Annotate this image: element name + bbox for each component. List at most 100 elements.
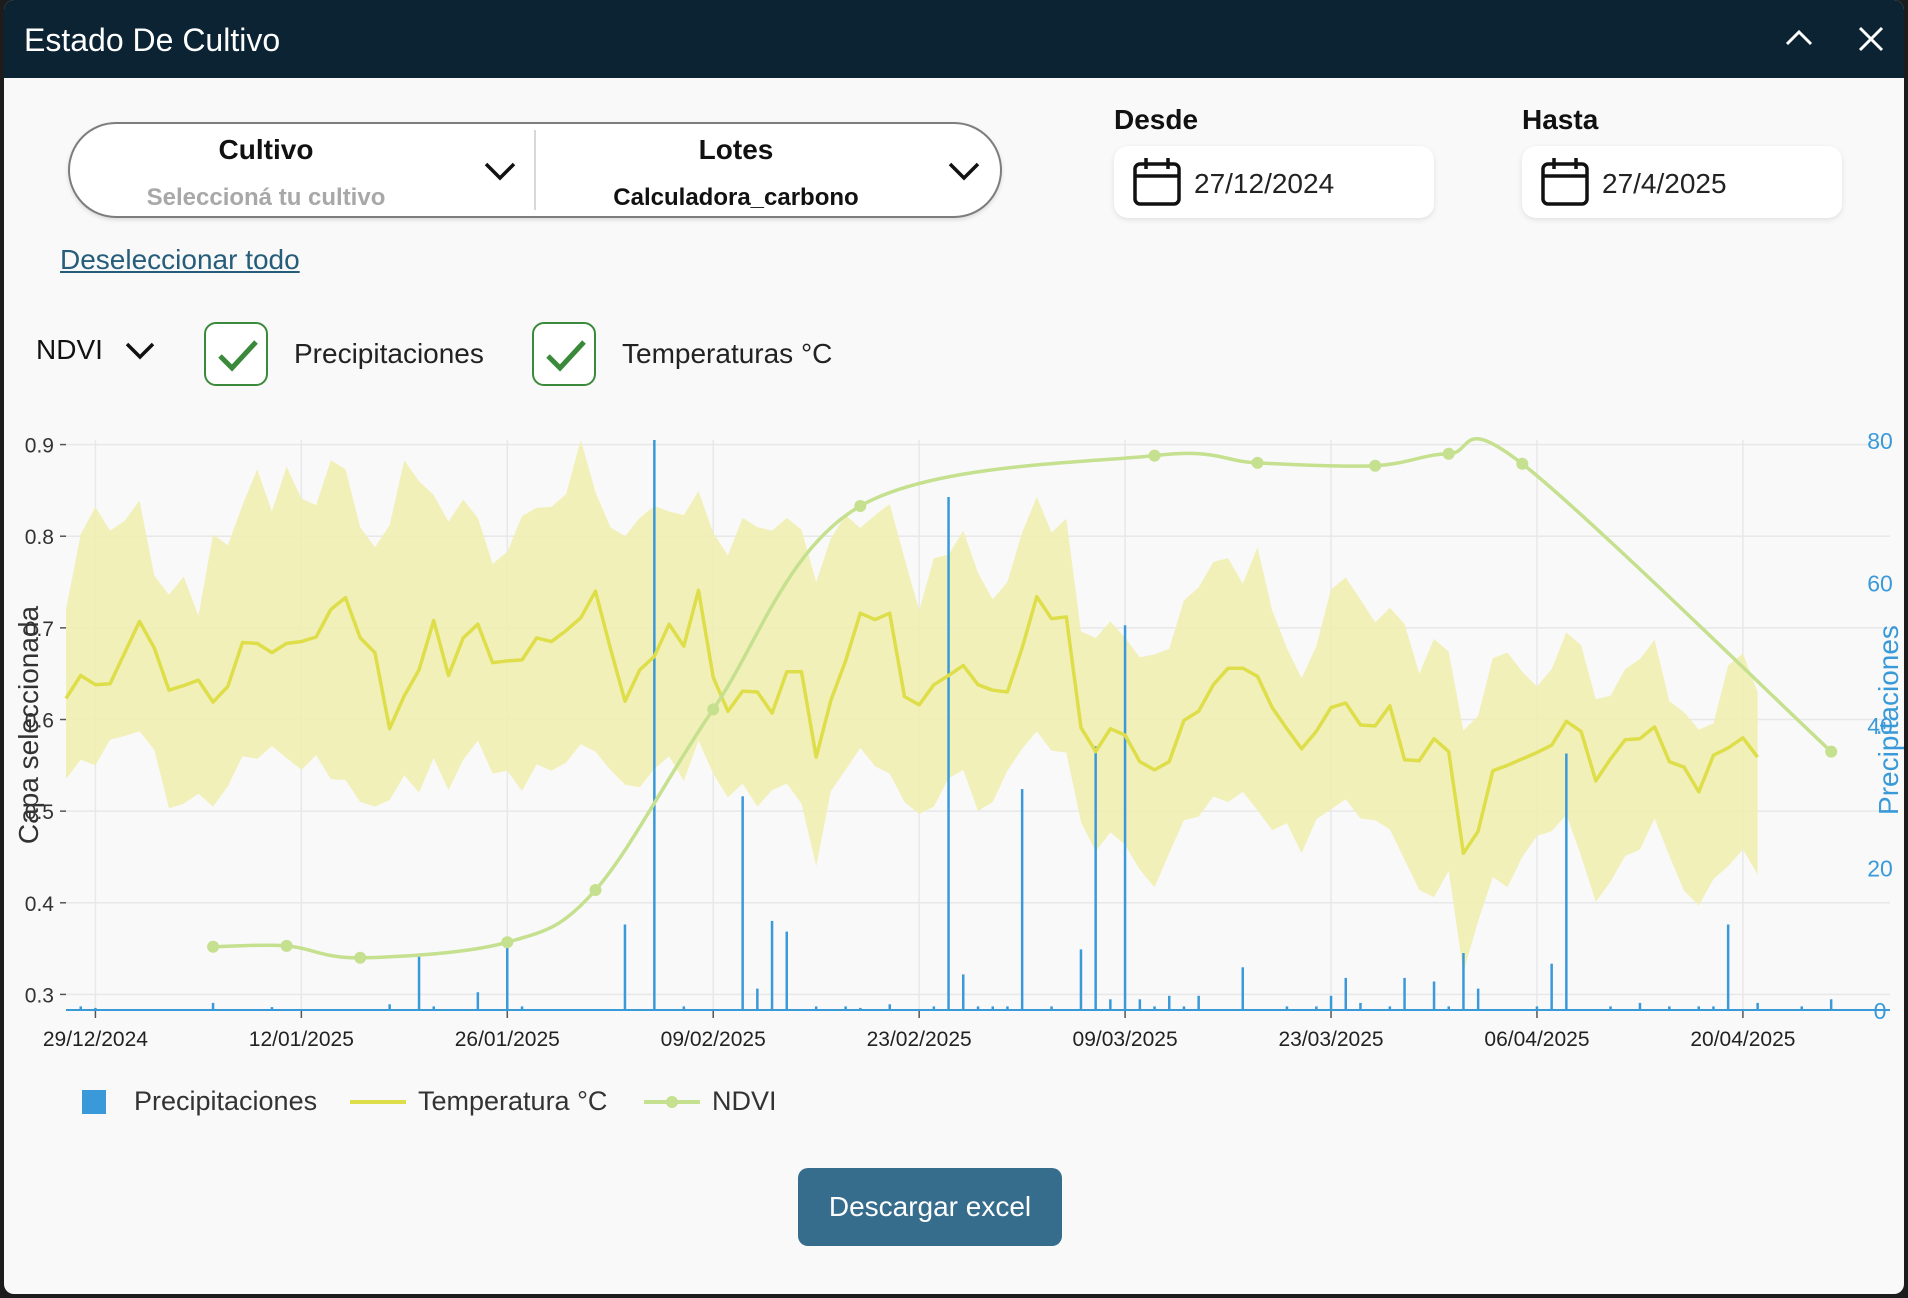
precip-bar xyxy=(1800,1006,1803,1010)
lotes-label: Lotes xyxy=(698,134,774,165)
precip-bar xyxy=(623,924,627,1010)
precip-bar xyxy=(1535,1006,1539,1010)
y-left-axis-title: Capa seleccionada xyxy=(13,605,44,844)
precip-bar xyxy=(1153,1006,1156,1010)
y-left-tick-label: 0.7 xyxy=(25,618,54,641)
precip-bar xyxy=(1388,1006,1392,1010)
precip-bar xyxy=(1168,995,1171,1011)
temp-toggle-label: Temperaturas °C xyxy=(622,338,833,369)
ndvi-point xyxy=(1442,447,1455,460)
ndvi-point xyxy=(1516,457,1529,470)
download-excel-button[interactable]: Descargar excel xyxy=(798,1168,1062,1246)
cultivo-label: Cultivo xyxy=(218,134,314,165)
precip-bar xyxy=(94,1007,97,1010)
precip-bar xyxy=(1359,1002,1362,1010)
precip-bar xyxy=(1829,999,1833,1010)
hasta-label: Hasta xyxy=(1522,104,1599,135)
y-right-tick-label: 40 xyxy=(1867,713,1893,739)
desde-label: Desde xyxy=(1114,104,1199,135)
temperature-range-area xyxy=(66,440,1758,973)
temp-checkbox[interactable] xyxy=(532,322,596,386)
legend-ndvi[interactable]: NDVI xyxy=(712,1086,777,1116)
x-tick-label: 09/02/2025 xyxy=(661,1028,766,1050)
precip-bar xyxy=(1315,1006,1318,1010)
precip-bar xyxy=(770,920,774,1010)
precip-bar xyxy=(814,1006,818,1010)
layer-select[interactable]: NDVI xyxy=(36,334,155,374)
check-icon xyxy=(546,340,586,372)
precip-bar xyxy=(976,1006,980,1010)
desde-date-field[interactable]: 27/12/2024 xyxy=(1114,146,1434,218)
legend-precip[interactable]: Precipitaciones xyxy=(134,1086,318,1116)
precip-bar xyxy=(785,931,788,1010)
precip-bar xyxy=(79,1006,82,1010)
precip-bar xyxy=(1094,746,1097,1010)
precip-bar xyxy=(1609,1006,1612,1010)
y-right-tick-label: 80 xyxy=(1867,430,1893,454)
precip-bar xyxy=(1329,995,1333,1011)
collapse-button[interactable] xyxy=(1774,14,1824,64)
precip-bar xyxy=(270,1007,274,1010)
chevron-down-icon xyxy=(125,342,155,360)
ndvi-point xyxy=(707,703,720,716)
precip-bar xyxy=(1285,1006,1289,1010)
y-left-tick-label: 0.3 xyxy=(25,984,54,1007)
precip-bar xyxy=(756,988,759,1010)
precip-bar xyxy=(506,945,509,1010)
crop-lot-selector: Cultivo Seleccioná tu cultivo Lotes Calc… xyxy=(68,122,1002,218)
precip-bar xyxy=(932,1006,936,1010)
x-tick-label: 20/04/2025 xyxy=(1690,1028,1795,1050)
legend-temp-swatch xyxy=(350,1100,406,1104)
precip-bar xyxy=(1726,924,1730,1010)
x-tick-label: 29/12/2024 xyxy=(43,1028,148,1050)
layer-select-value: NDVI xyxy=(36,334,103,365)
precip-bar xyxy=(1109,999,1112,1010)
legend-temp[interactable]: Temperatura °C xyxy=(418,1086,608,1116)
precip-bar xyxy=(1182,1006,1186,1010)
ndvi-point xyxy=(854,500,867,512)
lotes-dropdown[interactable]: Lotes Calculadora_carbono xyxy=(536,124,1000,216)
temperature-range-band xyxy=(66,440,1758,973)
cultivo-dropdown[interactable]: Cultivo Seleccioná tu cultivo xyxy=(70,124,534,216)
precip-bar xyxy=(1138,999,1142,1010)
precip-bar xyxy=(1241,967,1244,1011)
ndvi-point xyxy=(1825,745,1838,758)
ndvi-point xyxy=(1369,459,1382,472)
precip-bar xyxy=(859,1007,862,1010)
ndvi-point xyxy=(1251,456,1264,469)
precip-bar xyxy=(1006,1006,1009,1010)
precip-bar xyxy=(962,974,965,1010)
hasta-date-field[interactable]: 27/4/2025 xyxy=(1522,146,1842,218)
close-button[interactable] xyxy=(1846,14,1896,64)
precip-bar xyxy=(991,1006,994,1010)
legend-precip-swatch xyxy=(82,1090,106,1114)
precip-bar xyxy=(211,1002,215,1010)
precip-bar xyxy=(1476,988,1480,1010)
hasta-value: 27/4/2025 xyxy=(1602,168,1727,199)
precipitation-bars xyxy=(79,440,1833,1011)
precip-bar xyxy=(1447,1006,1450,1010)
modal-header: Estado De Cultivo xyxy=(4,0,1904,78)
chevron-down-icon xyxy=(484,162,516,181)
precip-bar xyxy=(741,796,744,1011)
precip-checkbox[interactable] xyxy=(204,322,268,386)
ndvi-point xyxy=(207,940,220,953)
x-tick-label: 23/02/2025 xyxy=(867,1028,972,1050)
deselect-all-link[interactable]: Deseleccionar todo xyxy=(60,244,300,275)
ndvi-point xyxy=(501,936,514,949)
precip-bar xyxy=(1344,977,1347,1010)
ndvi-line xyxy=(213,436,1833,960)
precip-bar xyxy=(888,1004,891,1010)
precip-bar xyxy=(1565,753,1568,1010)
precip-bar xyxy=(1432,981,1436,1010)
x-tick-label: 09/03/2025 xyxy=(1073,1028,1178,1050)
chart-lines xyxy=(64,436,1838,964)
precip-bar xyxy=(1712,1006,1715,1010)
precip-bar xyxy=(1638,1002,1642,1010)
y-left-tick-label: 0.4 xyxy=(25,893,55,916)
chevron-up-icon xyxy=(1785,29,1813,46)
y-left-tick-label: 0.5 xyxy=(25,801,54,824)
chart-axes: 0.3 0.4 0.5 0.6 0.7 0.8 0.9 29/12/2024 12/01/202… xyxy=(13,430,1904,1050)
ndvi-point xyxy=(280,939,293,952)
precip-bar xyxy=(1550,963,1553,1010)
